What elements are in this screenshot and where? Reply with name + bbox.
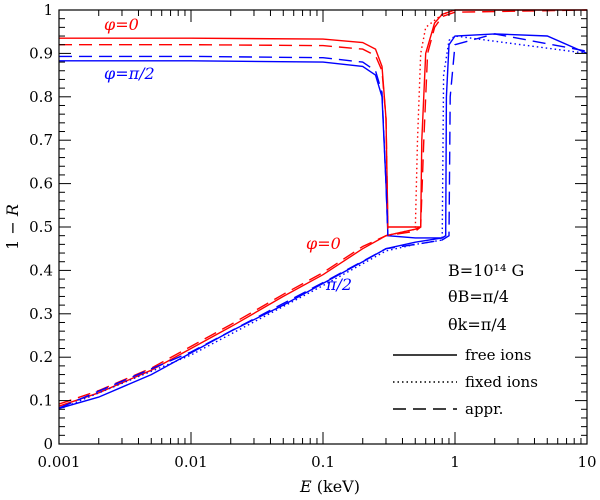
legend-label-free-ions: free ions <box>465 346 531 364</box>
series-line-2 <box>58 33 588 410</box>
y-tick-label: 0.1 <box>29 392 53 410</box>
x-tick-label: 1 <box>450 453 460 471</box>
x-tick-label: 10 <box>577 453 596 471</box>
series-line-6 <box>58 9 588 405</box>
series-line-3 <box>59 60 443 239</box>
axis-ticks <box>58 9 587 445</box>
y-tick-label: 0 <box>43 435 53 453</box>
annotation-phi0-lower: φ=0 <box>306 234 341 253</box>
param-theta-k: θk=π/4 <box>448 315 507 334</box>
series-line-8 <box>58 33 588 409</box>
annotation-phi0-upper: φ=0 <box>104 15 139 34</box>
tick-labels: 0.001 0.01 0.1 1 10 0 0.1 0.2 0.3 0.4 0.5 0.6 0.7 0.8… <box>29 1 596 471</box>
y-tick-label: 0.9 <box>29 44 53 62</box>
annotation-pi2-lower: π/2 <box>325 275 352 294</box>
x-tick-label: 0.01 <box>174 453 207 471</box>
x-tick-label: 0.1 <box>311 453 335 471</box>
param-theta-b: θB=π/4 <box>448 287 509 306</box>
y-tick-label: 0.4 <box>29 261 53 279</box>
annotation-phipi2-upper: φ=π/2 <box>104 64 155 83</box>
x-tick-label: 0.001 <box>38 453 81 471</box>
legend-label-fixed-ions: fixed ions <box>465 373 538 391</box>
x-axis-label: E (keV) <box>299 477 360 496</box>
y-tick-label: 0.8 <box>29 88 53 106</box>
param-b-field: B=10¹⁴ G <box>448 261 524 280</box>
y-tick-label: 0.7 <box>29 131 53 149</box>
y-tick-label: 0.5 <box>29 218 53 236</box>
y-tick-label: 0.2 <box>29 348 53 366</box>
y-tick-label: 0.6 <box>29 175 53 193</box>
legend: free ions fixed ions appr. <box>393 346 538 418</box>
y-axis-label: 1 − R <box>3 204 22 250</box>
series-line-1 <box>59 37 421 228</box>
legend-label-appr: appr. <box>465 400 503 418</box>
series-line-7 <box>59 44 389 232</box>
series-line-9 <box>59 55 389 236</box>
series-line-5 <box>58 35 588 410</box>
y-tick-label: 0.3 <box>29 305 53 323</box>
y-tick-label: 1 <box>43 1 53 19</box>
series-line-0 <box>58 9 587 407</box>
